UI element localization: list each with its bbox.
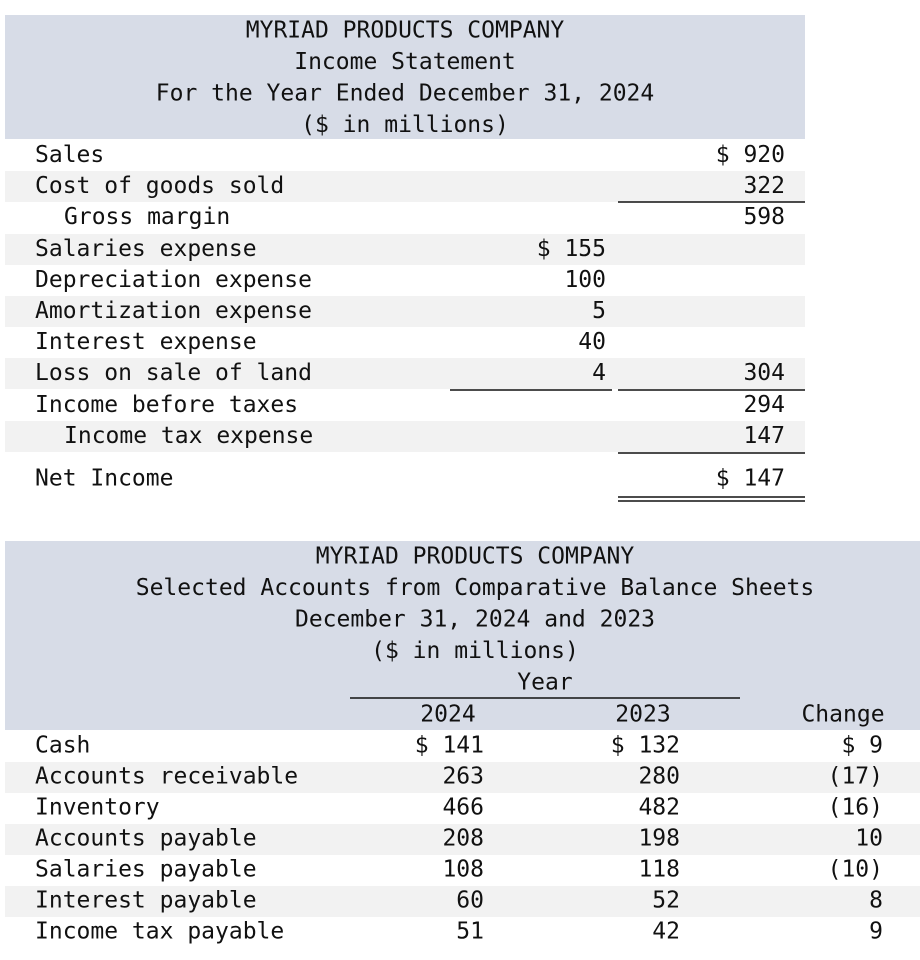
- row-label: Amortization expense: [35, 298, 312, 324]
- row-label: Interest payable: [35, 888, 257, 914]
- amount: 482: [638, 795, 680, 821]
- amount: 198: [638, 826, 680, 852]
- amount: $ 9: [841, 733, 883, 759]
- row-label: Accounts payable: [35, 826, 257, 852]
- amount: 60: [456, 888, 484, 914]
- total-amount: 598: [743, 204, 785, 230]
- row-band: [5, 762, 920, 793]
- amount: 208: [442, 826, 484, 852]
- detail-amount: 5: [592, 298, 606, 324]
- amount: (16): [828, 795, 883, 821]
- row-label: Sales: [35, 142, 104, 168]
- detail-amount: 100: [564, 267, 606, 293]
- amount: 466: [442, 795, 484, 821]
- income-title: For the Year Ended December 31, 2024: [156, 81, 655, 107]
- row-band: [5, 421, 805, 452]
- amount: (17): [828, 764, 883, 790]
- row-label: Income tax payable: [35, 919, 284, 945]
- amount: 263: [442, 764, 484, 790]
- total-amount: 294: [743, 392, 785, 418]
- row-label: Salaries expense: [35, 236, 257, 262]
- row-band: [5, 886, 920, 917]
- amount: 51: [456, 919, 484, 945]
- row-band: [5, 824, 920, 855]
- balance-title: December 31, 2024 and 2023: [295, 607, 655, 633]
- total-amount: 304: [743, 360, 785, 386]
- amount: 9: [869, 919, 883, 945]
- row-label: Net Income: [35, 466, 173, 492]
- row-label: Depreciation expense: [35, 267, 312, 293]
- detail-amount: 40: [578, 329, 606, 355]
- balance-title: MYRIAD PRODUCTS COMPANY: [316, 544, 635, 570]
- row-label: Accounts receivable: [35, 764, 298, 790]
- amount: $ 132: [611, 733, 680, 759]
- row-band: [5, 296, 805, 327]
- row-label: Salaries payable: [35, 857, 257, 883]
- amount: 8: [869, 888, 883, 914]
- income-title: MYRIAD PRODUCTS COMPANY: [246, 18, 565, 44]
- row-label: Loss on sale of land: [35, 360, 312, 386]
- row-band: [5, 358, 805, 389]
- total-amount: 322: [743, 173, 785, 199]
- amount: $ 141: [415, 733, 484, 759]
- row-label: Income tax expense: [64, 423, 313, 449]
- row-band: [5, 171, 805, 202]
- amount: 10: [855, 826, 883, 852]
- income-header-band: [5, 15, 805, 139]
- row-label: Cost of goods sold: [35, 173, 284, 199]
- row-band: [5, 234, 805, 265]
- row-label: Cash: [35, 733, 90, 759]
- total-amount: $ 920: [716, 142, 785, 168]
- balance-title: Selected Accounts from Comparative Balan…: [136, 575, 815, 601]
- amount: 52: [652, 888, 680, 914]
- row-label: Income before taxes: [35, 392, 298, 418]
- amount: 118: [638, 857, 680, 883]
- column-header: 2024: [420, 702, 475, 728]
- total-amount: $ 147: [716, 466, 785, 492]
- balance-title: ($ in millions): [371, 638, 579, 664]
- column-header: 2023: [615, 702, 670, 728]
- group-header: Year: [517, 670, 572, 696]
- income-title: Income Statement: [294, 49, 516, 75]
- amount: (10): [828, 857, 883, 883]
- column-header: Change: [801, 702, 884, 728]
- amount: 280: [638, 764, 680, 790]
- amount: 108: [442, 857, 484, 883]
- row-label: Inventory: [35, 795, 160, 821]
- detail-amount: $ 155: [537, 236, 606, 262]
- amount: 42: [652, 919, 680, 945]
- income-title: ($ in millions): [301, 112, 509, 138]
- total-amount: 147: [743, 423, 785, 449]
- detail-amount: 4: [592, 360, 606, 386]
- row-label: Interest expense: [35, 329, 257, 355]
- row-label: Gross margin: [64, 204, 230, 230]
